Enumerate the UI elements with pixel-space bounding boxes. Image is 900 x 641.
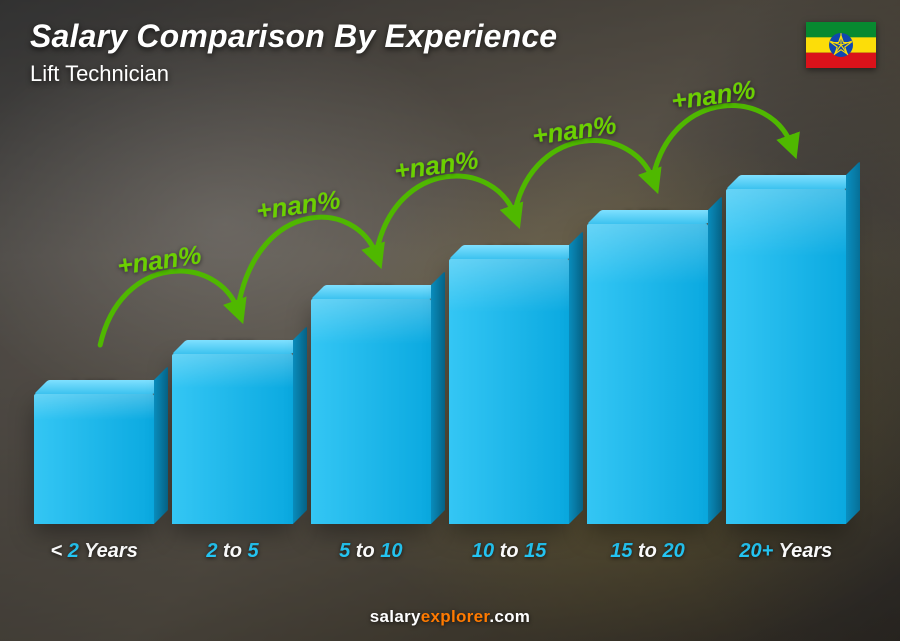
- flag-ethiopia: [806, 22, 876, 68]
- bar-column: 0 ETB20+ Years: [726, 189, 846, 563]
- bar-side-face: [846, 161, 860, 524]
- footer-prefix: salary: [370, 607, 421, 626]
- bar-top-face: [311, 285, 445, 299]
- bar: [172, 354, 292, 524]
- bar-side-face: [154, 366, 168, 524]
- bar: [34, 394, 154, 524]
- bar-front: [172, 354, 292, 524]
- bar-side-face: [569, 231, 583, 524]
- bar-category-label: < 2 Years: [51, 540, 138, 563]
- bar-chart: 0 ETB< 2 Years0 ETB2 to 50 ETB5 to 100 E…: [30, 103, 850, 563]
- growth-arc-label: +nan%: [531, 109, 619, 151]
- bar-category-label: 10 to 15: [472, 540, 547, 563]
- chart-title: Salary Comparison By Experience: [30, 18, 557, 55]
- bar-front: [587, 224, 707, 524]
- bar-column: 0 ETB2 to 5: [172, 354, 292, 563]
- chart-subtitle: Lift Technician: [30, 61, 557, 87]
- title-block: Salary Comparison By Experience Lift Tec…: [30, 18, 557, 87]
- bar-top-face: [587, 210, 721, 224]
- bar-front: [311, 299, 431, 524]
- bar-column: 0 ETB10 to 15: [449, 259, 569, 563]
- bar-category-label: 20+ Years: [739, 540, 832, 563]
- bar: [726, 189, 846, 524]
- bar-column: 0 ETB5 to 10: [311, 299, 431, 563]
- bar-front: [34, 394, 154, 524]
- bar-category-label: 15 to 20: [610, 540, 685, 563]
- footer-accent: explorer: [421, 607, 490, 626]
- bar-side-face: [431, 271, 445, 524]
- bar: [311, 299, 431, 524]
- bar-column: 0 ETB< 2 Years: [34, 394, 154, 563]
- bar-top-face: [726, 175, 860, 189]
- chart-stage: Salary Comparison By Experience Lift Tec…: [0, 0, 900, 641]
- bar-front: [726, 189, 846, 524]
- bar-side-face: [708, 196, 722, 524]
- growth-arc-label: +nan%: [392, 144, 480, 186]
- bar-category-label: 2 to 5: [206, 540, 258, 563]
- bar-top-face: [172, 340, 306, 354]
- footer-suffix: .com: [489, 607, 530, 626]
- bar-category-label: 5 to 10: [339, 540, 402, 563]
- bar-side-face: [293, 326, 307, 524]
- bar-top-face: [34, 380, 168, 394]
- bar: [449, 259, 569, 524]
- bar-column: 0 ETB15 to 20: [587, 224, 707, 563]
- bar-front: [449, 259, 569, 524]
- bar-top-face: [449, 245, 583, 259]
- footer-attribution: salaryexplorer.com: [0, 607, 900, 627]
- bar: [587, 224, 707, 524]
